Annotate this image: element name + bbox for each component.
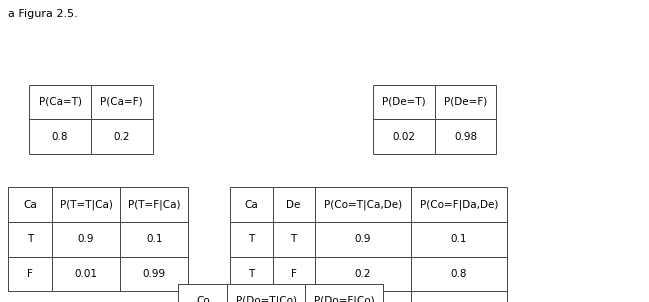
Text: a Figura 2.5.: a Figura 2.5. — [8, 9, 77, 19]
Text: 0.98: 0.98 — [454, 132, 477, 142]
Text: P(Ca=F): P(Ca=F) — [101, 97, 143, 107]
Text: 0.2: 0.2 — [354, 269, 371, 279]
Bar — [273, 187, 315, 222]
Bar — [373, 119, 435, 154]
Bar — [120, 187, 188, 222]
Bar — [91, 85, 153, 119]
Text: P(Co=T|Ca,De): P(Co=T|Ca,De) — [324, 199, 402, 210]
Text: P(De=T): P(De=T) — [382, 97, 426, 107]
Text: 0.9: 0.9 — [354, 234, 371, 244]
Text: De: De — [286, 200, 301, 210]
Bar — [435, 119, 496, 154]
Bar — [273, 222, 315, 257]
Text: 0.99: 0.99 — [143, 269, 165, 279]
Bar — [373, 85, 435, 119]
Text: P(De=F): P(De=F) — [444, 97, 487, 107]
Bar — [230, 222, 273, 257]
Bar — [120, 222, 188, 257]
Text: 0.02: 0.02 — [393, 132, 415, 142]
Text: Co: Co — [196, 296, 210, 302]
Bar — [273, 257, 315, 291]
Bar — [52, 222, 120, 257]
Text: F: F — [291, 269, 297, 279]
Bar — [411, 222, 507, 257]
Text: T: T — [291, 234, 297, 244]
Text: T: T — [249, 234, 254, 244]
Text: P(Co=F|Da,De): P(Co=F|Da,De) — [420, 199, 498, 210]
Bar — [305, 284, 383, 302]
Text: P(T=T|Ca): P(T=T|Ca) — [60, 199, 112, 210]
Text: 0.9: 0.9 — [78, 234, 94, 244]
Text: P(Do=T|Co): P(Do=T|Co) — [236, 296, 297, 302]
Text: P(T=F|Ca): P(T=F|Ca) — [128, 199, 180, 210]
Text: F: F — [27, 269, 33, 279]
Bar — [411, 257, 507, 291]
Bar — [91, 119, 153, 154]
Bar — [178, 284, 227, 302]
Text: 0.8: 0.8 — [450, 269, 467, 279]
Bar — [230, 291, 273, 302]
Text: 0.1: 0.1 — [146, 234, 162, 244]
Text: Ca: Ca — [245, 200, 258, 210]
Text: 0.8: 0.8 — [52, 132, 68, 142]
Bar — [227, 284, 305, 302]
Text: T: T — [249, 269, 254, 279]
Bar — [52, 187, 120, 222]
Bar — [8, 222, 52, 257]
Bar — [230, 257, 273, 291]
Bar — [273, 291, 315, 302]
Text: 0.1: 0.1 — [450, 234, 467, 244]
Text: 0.2: 0.2 — [114, 132, 130, 142]
Bar — [435, 85, 496, 119]
Bar — [29, 119, 91, 154]
Bar — [411, 291, 507, 302]
Text: T: T — [27, 234, 33, 244]
Bar — [315, 222, 411, 257]
Bar — [230, 187, 273, 222]
Bar — [315, 187, 411, 222]
Text: P(Ca=T): P(Ca=T) — [38, 97, 82, 107]
Bar — [8, 187, 52, 222]
Bar — [120, 257, 188, 291]
Text: 0.01: 0.01 — [75, 269, 97, 279]
Text: P(Do=F|Co): P(Do=F|Co) — [313, 296, 374, 302]
Bar — [315, 291, 411, 302]
Bar — [315, 257, 411, 291]
Bar — [8, 257, 52, 291]
Bar — [29, 85, 91, 119]
Bar — [411, 187, 507, 222]
Bar — [52, 257, 120, 291]
Text: Ca: Ca — [23, 200, 37, 210]
